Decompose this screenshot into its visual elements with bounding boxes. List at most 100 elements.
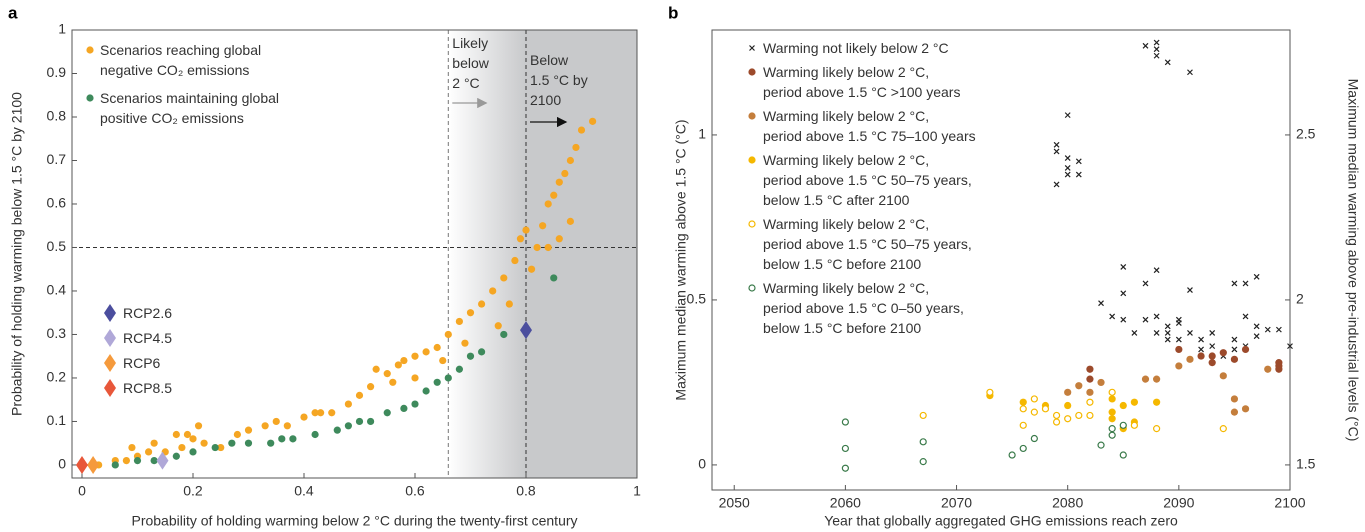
x-tick-label: 2070 xyxy=(941,495,972,511)
point xyxy=(1052,411,1061,420)
legend-label: Scenarios maintaining global positive CO… xyxy=(100,90,279,126)
point xyxy=(433,343,441,352)
point xyxy=(555,235,563,243)
point xyxy=(550,274,558,282)
y-tick-label: 0.3 xyxy=(47,325,67,341)
x-tick-label: 0.8 xyxy=(516,483,536,499)
point xyxy=(394,361,402,369)
point xyxy=(1287,343,1293,350)
point xyxy=(1153,398,1161,406)
point xyxy=(466,352,475,360)
point xyxy=(1141,375,1150,383)
point xyxy=(389,378,397,386)
y-tick-label: 0.6 xyxy=(47,195,67,211)
legend-marker xyxy=(748,156,756,164)
annotation: Below 1.5 °C by 2100 xyxy=(529,52,588,108)
point xyxy=(328,409,336,417)
point xyxy=(1164,330,1171,336)
point xyxy=(1053,148,1060,155)
point xyxy=(1153,267,1160,274)
point xyxy=(1187,69,1193,76)
point xyxy=(1142,280,1149,287)
point xyxy=(1120,290,1127,297)
point xyxy=(1209,330,1216,336)
panel-label: a xyxy=(8,3,18,22)
plot-frame xyxy=(711,29,1291,491)
point xyxy=(1219,372,1227,380)
y2-tick-label: 1.5 xyxy=(1296,456,1316,472)
x-tick-label: 0.6 xyxy=(405,483,425,499)
point xyxy=(194,422,203,430)
point xyxy=(383,370,391,378)
point xyxy=(355,391,364,399)
point xyxy=(1197,352,1205,360)
point xyxy=(366,383,375,391)
point xyxy=(1119,401,1127,410)
point xyxy=(228,439,236,447)
point xyxy=(455,365,463,373)
y-tick-label: 0.7 xyxy=(47,151,67,167)
point xyxy=(1219,425,1227,433)
point xyxy=(1275,365,1283,373)
point xyxy=(400,356,408,365)
point xyxy=(1108,395,1116,403)
point xyxy=(289,435,297,443)
point xyxy=(1208,359,1216,367)
point xyxy=(75,455,88,474)
point xyxy=(1130,421,1138,429)
point xyxy=(841,418,849,426)
legend-label: RCP2.6 xyxy=(123,305,173,321)
y2-axis-title: Maximum median warming above pre-industr… xyxy=(1345,79,1361,442)
point xyxy=(1086,411,1094,420)
point xyxy=(366,417,375,426)
point xyxy=(172,430,180,439)
point xyxy=(1086,388,1094,396)
point xyxy=(1008,451,1016,459)
point xyxy=(372,365,380,373)
point xyxy=(150,439,158,447)
point xyxy=(244,426,253,434)
y-tick-label: 0.5 xyxy=(687,291,707,307)
point xyxy=(1109,313,1116,320)
point xyxy=(494,322,502,330)
panel-label: b xyxy=(668,3,678,22)
point xyxy=(527,265,536,273)
point xyxy=(1153,375,1161,383)
legend-marker xyxy=(749,45,755,51)
point xyxy=(233,430,241,439)
point xyxy=(1019,444,1027,453)
point xyxy=(1153,425,1161,433)
point xyxy=(150,457,158,465)
point xyxy=(577,126,586,134)
point xyxy=(1153,313,1160,320)
point xyxy=(919,438,927,446)
point xyxy=(566,217,574,225)
point xyxy=(1120,316,1127,323)
point xyxy=(544,243,552,252)
point xyxy=(1064,155,1071,161)
x-tick-label: 2100 xyxy=(1274,495,1305,511)
point xyxy=(383,409,391,417)
point xyxy=(355,417,364,426)
point xyxy=(1075,158,1082,165)
point xyxy=(1086,365,1094,373)
point xyxy=(1187,330,1193,336)
point xyxy=(1108,388,1116,396)
point xyxy=(1231,336,1238,343)
point xyxy=(477,348,486,356)
point xyxy=(411,400,419,408)
point xyxy=(1241,405,1250,413)
point xyxy=(1230,395,1239,403)
legend-label: Warming not likely below 2 °C xyxy=(763,40,949,56)
point xyxy=(278,435,286,443)
point xyxy=(1153,46,1160,53)
point xyxy=(455,317,463,326)
point xyxy=(1064,165,1071,171)
x-axis-title: Year that globally aggregated GHG emissi… xyxy=(824,513,1178,529)
y-tick-label: 0 xyxy=(698,456,706,472)
point xyxy=(1164,336,1171,343)
point xyxy=(189,435,197,443)
point xyxy=(1019,421,1027,429)
point xyxy=(1209,343,1216,350)
point xyxy=(1119,421,1127,429)
